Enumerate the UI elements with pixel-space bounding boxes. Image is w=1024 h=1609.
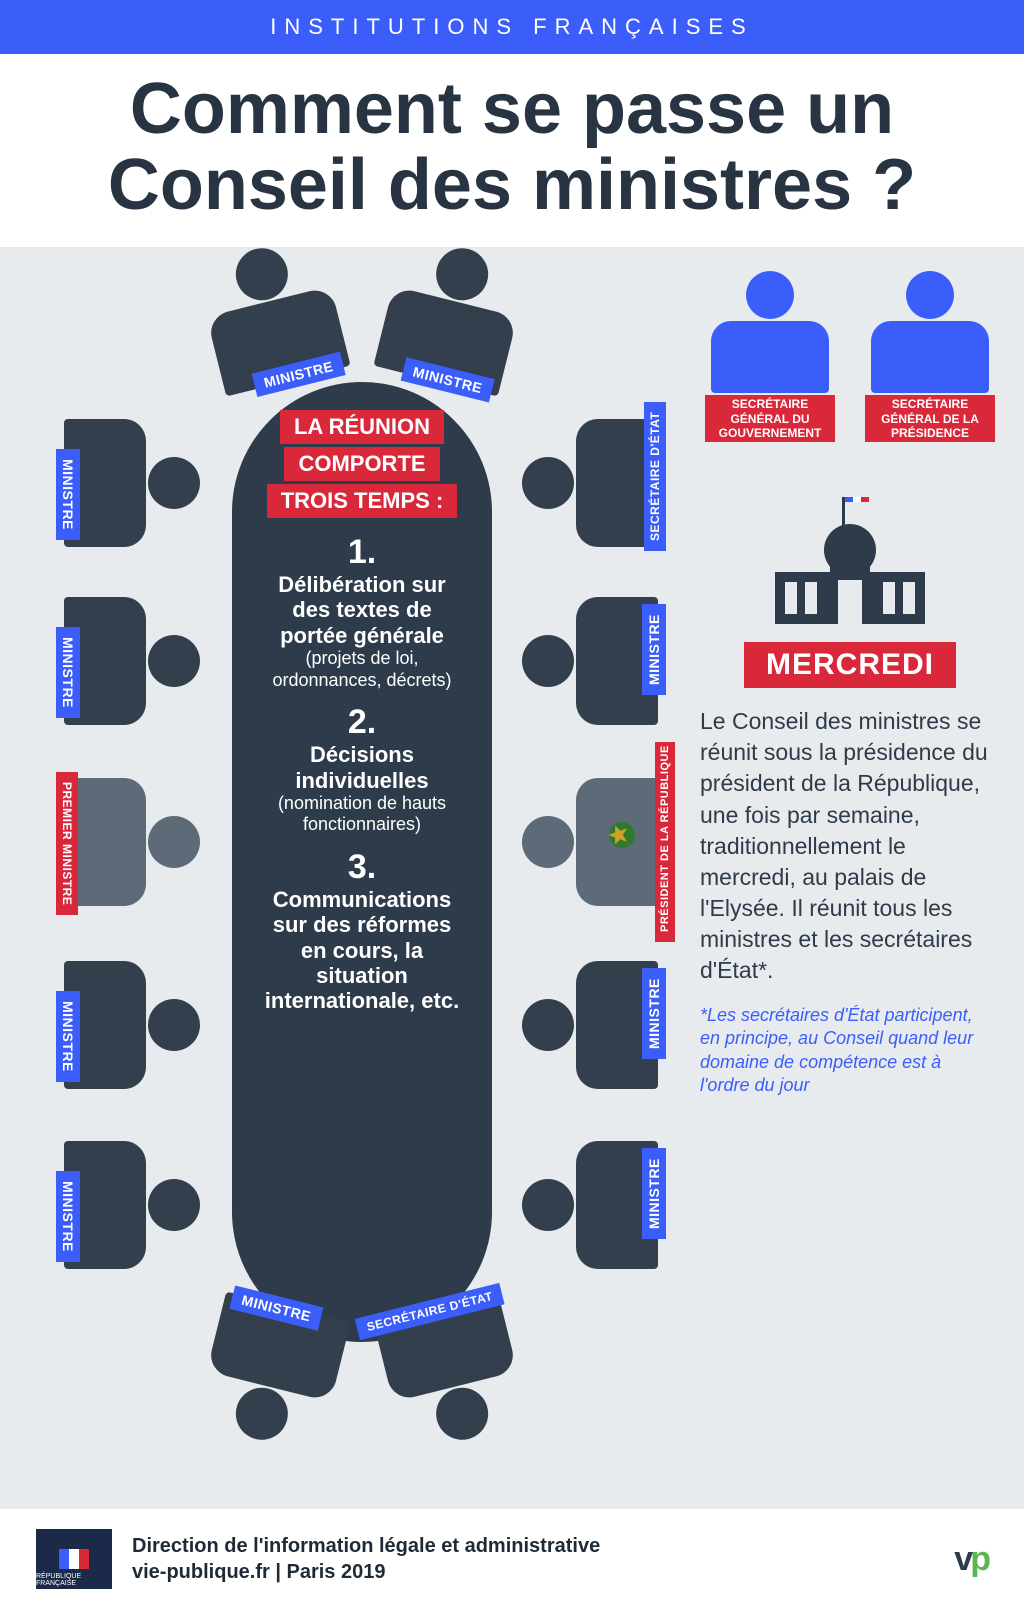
footer-line-1: Direction de l'information légale et adm… <box>132 1533 600 1559</box>
seat-bottom-left: MINISTRE <box>197 1293 346 1454</box>
person-icon <box>431 243 494 306</box>
person-icon <box>522 999 574 1051</box>
table-heading-3: TROIS TEMPS : <box>267 484 458 518</box>
footer-line-2: vie-publique.fr | Paris 2019 <box>132 1559 600 1585</box>
item-1-bold: Délibération sur des textes de portée gé… <box>254 572 470 648</box>
title-line-2: Conseil des ministres ? <box>108 145 916 225</box>
seat-right-4: MINISTRE <box>522 965 658 1085</box>
item-3-bold: Communications sur des réformes en cours… <box>254 887 470 1013</box>
person-icon <box>522 635 574 687</box>
seat-label: MINISTRE <box>642 1148 666 1239</box>
person-icon <box>576 778 658 906</box>
tricolor-icon <box>59 1549 89 1569</box>
seat-top-left: MINISTRE <box>197 235 346 396</box>
seat-right-2: MINISTRE <box>522 601 658 721</box>
table-heading-2: COMPORTE <box>284 447 439 481</box>
building-icon <box>760 492 940 642</box>
elysee-building: MERCREDI <box>700 492 1000 688</box>
seat-right-5: MINISTRE <box>522 1145 658 1265</box>
footnote: *Les secrétaires d'État participent, en … <box>700 1004 1000 1098</box>
person-icon <box>148 999 200 1051</box>
seat-label: MINISTRE <box>56 449 80 540</box>
seat-label: MINISTRE <box>56 627 80 718</box>
item-1-num: 1. <box>348 533 376 572</box>
council-table: LA RÉUNION COMPORTE TROIS TEMPS : 1. Dél… <box>42 287 662 1427</box>
table-heading-1: LA RÉUNION <box>280 410 444 444</box>
person-icon <box>148 1179 200 1231</box>
right-column: SECRÉTAIRE GÉNÉRAL DU GOUVERNEMENT SECRÉ… <box>700 271 1000 1097</box>
person-icon <box>148 816 200 868</box>
footer-text: Direction de l'information légale et adm… <box>132 1533 600 1585</box>
person-icon <box>431 1382 494 1445</box>
seat-left-1: MINISTRE <box>64 423 200 543</box>
rf-label: RÉPUBLIQUE FRANÇAISE <box>36 1573 112 1587</box>
seat-label: PREMIER MINISTRE <box>56 772 78 915</box>
person-icon <box>522 816 574 868</box>
seat-bottom-right: SECRÉTAIRE D'ÉTAT <box>377 1293 526 1454</box>
secretary-label: SECRÉTAIRE GÉNÉRAL DE LA PRÉSIDENCE <box>865 395 995 442</box>
item-2-bold: Décisions individuelles <box>254 742 470 793</box>
seat-label: MINISTRE <box>56 991 80 1082</box>
item-2-paren: (nomination de hauts fonctionnaires) <box>254 793 470 836</box>
secretary-pres: SECRÉTAIRE GÉNÉRAL DE LA PRÉSIDENCE <box>860 271 1000 442</box>
description: Le Conseil des ministres se réunit sous … <box>700 706 1000 985</box>
seat-right-1: SECRÉTAIRE D'ÉTAT <box>522 423 658 543</box>
footer: RÉPUBLIQUE FRANÇAISE Direction de l'info… <box>0 1509 1024 1609</box>
person-icon <box>230 1382 293 1445</box>
secretaries: SECRÉTAIRE GÉNÉRAL DU GOUVERNEMENT SECRÉ… <box>700 271 1000 442</box>
seat-left-4: MINISTRE <box>64 965 200 1085</box>
seat-top-right: MINISTRE <box>377 235 526 396</box>
president-badge-icon <box>602 815 642 855</box>
seat-label: SECRÉTAIRE D'ÉTAT <box>644 402 666 551</box>
republique-francaise-logo: RÉPUBLIQUE FRANÇAISE <box>36 1529 112 1589</box>
day-badge: MERCREDI <box>744 642 956 688</box>
item-1-paren: (projets de loi, ordonnances, décrets) <box>254 648 470 691</box>
vp-logo: vp <box>954 1540 988 1579</box>
person-icon <box>148 457 200 509</box>
secretary-label: SECRÉTAIRE GÉNÉRAL DU GOUVERNEMENT <box>705 395 835 442</box>
oval-content: LA RÉUNION COMPORTE TROIS TEMPS : 1. Dél… <box>254 398 470 1326</box>
oval-table: LA RÉUNION COMPORTE TROIS TEMPS : 1. Dél… <box>232 382 492 1342</box>
header-band: INSTITUTIONS FRANÇAISES <box>0 0 1024 54</box>
item-2-num: 2. <box>348 703 376 742</box>
secretary-gov: SECRÉTAIRE GÉNÉRAL DU GOUVERNEMENT <box>700 271 840 442</box>
person-icon <box>871 321 989 393</box>
person-icon <box>746 271 794 319</box>
person-icon <box>148 635 200 687</box>
person-icon <box>906 271 954 319</box>
seat-president: PRÉSIDENT DE LA RÉPUBLIQUE <box>522 782 658 902</box>
seat-label: PRÉSIDENT DE LA RÉPUBLIQUE <box>655 742 675 942</box>
person-icon <box>711 321 829 393</box>
seat-left-5: MINISTRE <box>64 1145 200 1265</box>
page-title: Comment se passe un Conseil des ministre… <box>0 54 1024 247</box>
content-area: LA RÉUNION COMPORTE TROIS TEMPS : 1. Dél… <box>0 247 1024 1509</box>
seat-premier-ministre: PREMIER MINISTRE <box>64 782 200 902</box>
person-icon <box>522 1179 574 1231</box>
seat-label: MINISTRE <box>56 1171 80 1262</box>
person-icon <box>522 457 574 509</box>
seat-label: MINISTRE <box>642 968 666 1059</box>
seat-label: MINISTRE <box>642 604 666 695</box>
seat-left-2: MINISTRE <box>64 601 200 721</box>
item-3-num: 3. <box>348 848 376 887</box>
title-line-1: Comment se passe un <box>130 69 894 149</box>
